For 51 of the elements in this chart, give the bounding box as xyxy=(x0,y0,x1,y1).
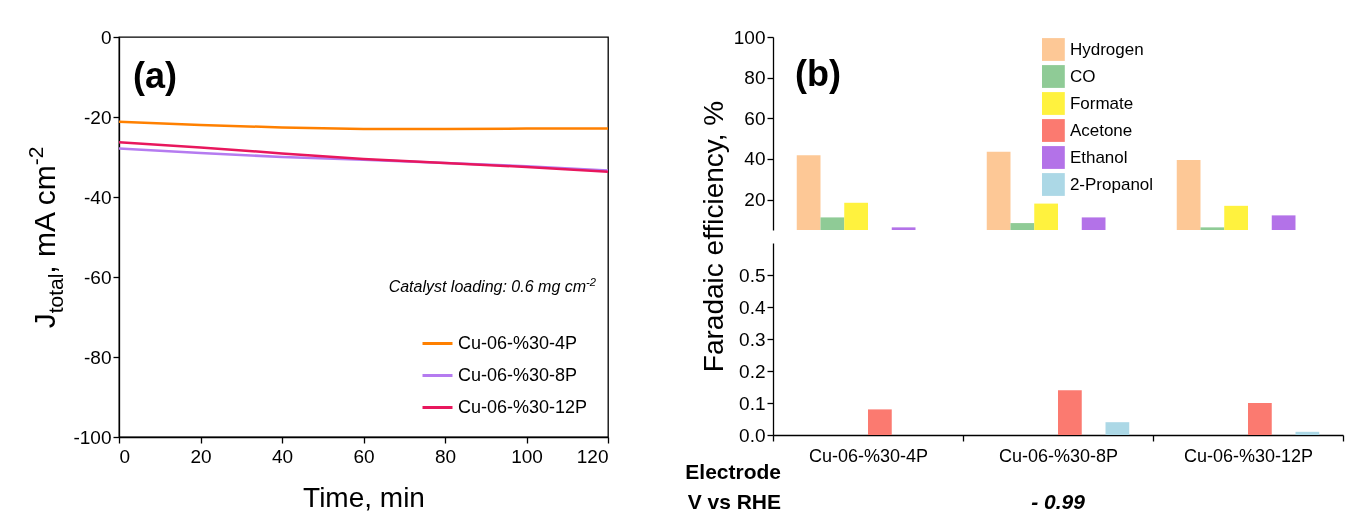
text: V vs RHE xyxy=(687,490,781,513)
y-tick-label: 0 xyxy=(100,26,112,48)
bar xyxy=(1248,403,1272,435)
x-tick-label: Cu-06-%30-12P xyxy=(1183,445,1314,466)
y-tick-label: 0.4 xyxy=(739,296,766,318)
y-tick-label: -100 xyxy=(73,426,112,448)
bar xyxy=(868,409,892,435)
legend-label: Acetone xyxy=(1069,120,1133,140)
x-tick-label: 0 xyxy=(119,445,131,467)
x-axis-title: Time, min xyxy=(303,481,425,513)
bar xyxy=(1058,390,1082,435)
x-tick-label: 120 xyxy=(576,445,609,467)
x-tick-label: 100 xyxy=(511,445,543,467)
y-tick-label: -60 xyxy=(84,266,112,288)
y-tick-label: 60 xyxy=(744,107,766,129)
legend-label: CO xyxy=(1069,66,1096,86)
text: Electrode xyxy=(685,460,781,483)
legend-label: 2-Propanol xyxy=(1069,174,1154,194)
y-tick-label: 0.1 xyxy=(739,392,766,414)
y-tick-label: 0.3 xyxy=(739,328,766,350)
x-tick-label: 60 xyxy=(353,445,375,467)
y-tick-label: -20 xyxy=(84,106,112,128)
legend-label: Formate xyxy=(1069,93,1134,113)
y-tick-label: 40 xyxy=(744,148,766,170)
annotation: (b) xyxy=(795,53,841,94)
legend-label: Cu-06-%30-12P xyxy=(458,396,588,417)
x-tick-label: Cu-06-%30-4P xyxy=(808,445,929,466)
text: - 0.99 xyxy=(1031,490,1086,513)
line-series xyxy=(119,140,608,174)
y-tick-label: -40 xyxy=(84,186,112,208)
legend-label: Cu-06-%30-8P xyxy=(458,364,578,385)
y-tick-label: 0.2 xyxy=(739,360,766,382)
x-tick-label: 20 xyxy=(190,445,212,467)
y-axis-title: Faradaic efficiency, % xyxy=(698,100,730,373)
y-tick-label: 0.5 xyxy=(739,264,766,286)
x-tick-label: Cu-06-%30-8P xyxy=(998,445,1119,466)
y-tick-label: 80 xyxy=(744,67,766,89)
y-tick-label: 0.0 xyxy=(739,424,766,446)
legend-label: Ethanol xyxy=(1069,147,1128,167)
y-tick-label: 20 xyxy=(744,189,766,211)
x-tick-label: 80 xyxy=(434,445,457,467)
line-series xyxy=(119,120,608,131)
annotation: Catalyst loading: 0.6 mg cm$^{-2}$ xyxy=(388,275,597,295)
bar xyxy=(1295,431,1320,435)
bar xyxy=(1105,422,1130,435)
x-tick-label: 40 xyxy=(271,445,294,467)
legend-label: Cu-06-%30-4P xyxy=(458,332,578,353)
legend-label: Hydrogen xyxy=(1069,39,1144,59)
annotation: (a) xyxy=(133,55,177,96)
y-tick-label: -80 xyxy=(84,346,112,368)
y-tick-label: 100 xyxy=(733,26,766,48)
